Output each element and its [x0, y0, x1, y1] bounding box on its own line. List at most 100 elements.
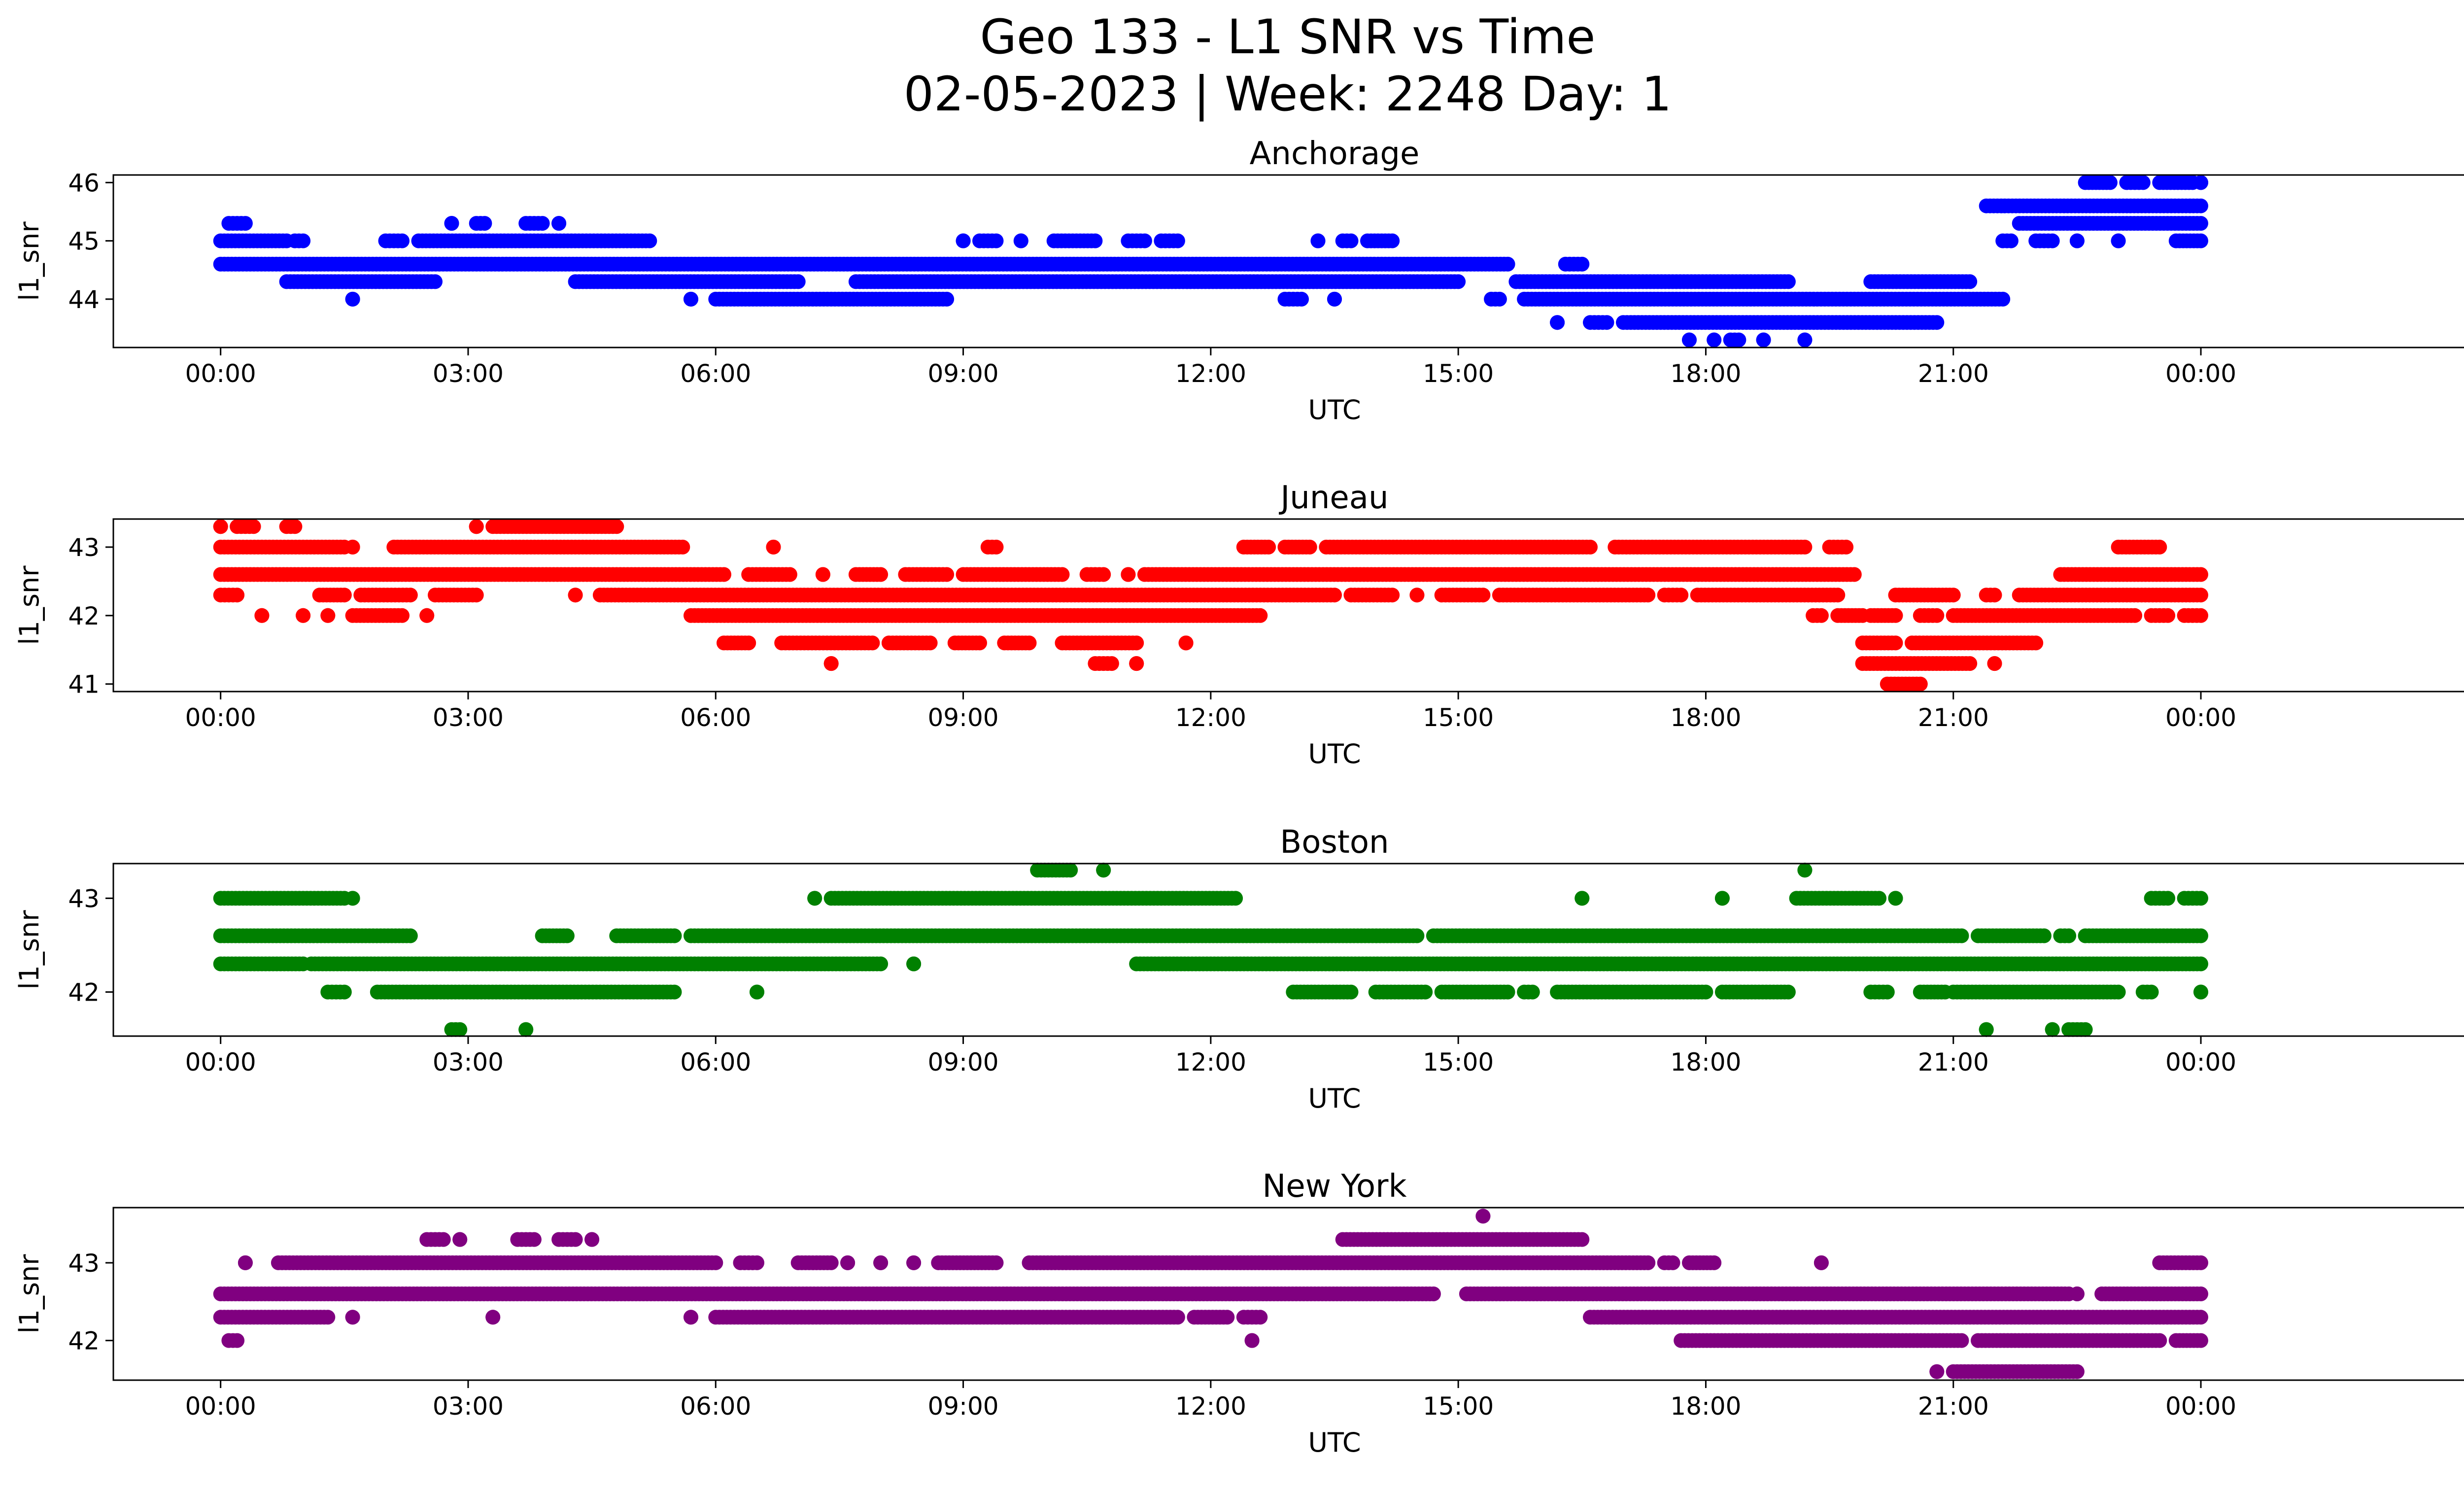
data-point — [1129, 635, 1144, 651]
data-point — [2036, 928, 2052, 943]
data-point — [667, 928, 682, 943]
data-point — [1839, 539, 1854, 555]
data-point — [1055, 567, 1070, 582]
data-point — [296, 608, 311, 623]
data-point — [477, 216, 492, 231]
data-point — [2069, 1286, 2085, 1301]
data-point — [469, 588, 484, 603]
y-tick-label: 45 — [68, 227, 100, 256]
x-tick-label: 06:00 — [680, 1048, 751, 1077]
data-point — [750, 984, 764, 1000]
data-point — [1797, 332, 1813, 348]
data-point — [559, 928, 575, 943]
subplot-title: Juneau — [1278, 480, 1388, 516]
subplot-title: Anchorage — [1250, 136, 1420, 172]
data-point — [403, 588, 418, 603]
data-point — [246, 519, 261, 534]
x-tick-label: 09:00 — [928, 703, 999, 732]
data-point — [1327, 588, 1342, 603]
data-point — [1385, 588, 1400, 603]
y-tick-label: 42 — [68, 602, 100, 630]
data-point — [2160, 891, 2176, 906]
x-tick-label: 09:00 — [928, 1048, 999, 1077]
data-point — [2193, 588, 2208, 603]
data-point — [1987, 588, 2002, 603]
data-point — [766, 539, 781, 555]
x-tick-label: 09:00 — [928, 359, 999, 388]
data-point — [2078, 1022, 2093, 1037]
data-point — [741, 635, 756, 651]
data-point — [1830, 588, 1846, 603]
data-point — [1137, 233, 1152, 248]
data-point — [873, 567, 889, 582]
x-tick-label: 18:00 — [1670, 703, 1741, 732]
data-point — [1253, 608, 1268, 623]
data-point — [1121, 567, 1136, 582]
figure-title-line1: Geo 133 - L1 SNR vs Time — [980, 9, 1596, 65]
x-tick-label: 00:00 — [2165, 359, 2236, 388]
data-point — [2045, 1022, 2060, 1037]
x-axis-label: UTC — [1308, 1083, 1361, 1114]
data-point — [452, 1022, 468, 1037]
x-tick-label: 15:00 — [1423, 1048, 1494, 1077]
data-point — [1228, 891, 1243, 906]
data-point — [1475, 588, 1491, 603]
data-point — [1682, 332, 1697, 348]
x-tick-label: 12:00 — [1175, 359, 1246, 388]
y-tick-label: 41 — [68, 670, 100, 699]
data-point — [395, 233, 410, 248]
data-point — [1409, 588, 1425, 603]
data-point — [1962, 274, 1978, 289]
x-tick-label: 18:00 — [1670, 359, 1741, 388]
data-point — [2111, 233, 2126, 248]
data-point — [1599, 315, 1614, 330]
y-tick-label: 44 — [68, 285, 100, 314]
data-point — [1096, 863, 1111, 878]
data-point — [238, 216, 253, 231]
data-point — [1129, 656, 1144, 671]
x-tick-label: 15:00 — [1423, 359, 1494, 388]
data-point — [1888, 635, 1903, 651]
data-point — [1698, 984, 1713, 1000]
data-point — [1797, 863, 1813, 878]
data-point — [2193, 956, 2208, 972]
data-point — [1731, 332, 1746, 348]
x-tick-label: 21:00 — [1918, 359, 1989, 388]
y-axis-label: l1_snr — [14, 910, 45, 990]
x-tick-label: 00:00 — [2165, 1048, 2236, 1077]
data-point — [2193, 928, 2208, 943]
y-axis-label: l1_snr — [14, 565, 45, 645]
subplot-title: Boston — [1280, 824, 1389, 861]
data-point — [2028, 635, 2044, 651]
data-point — [2144, 984, 2159, 1000]
data-point — [1310, 233, 1326, 248]
y-tick-label: 42 — [68, 978, 100, 1007]
x-tick-label: 00:00 — [185, 359, 256, 388]
data-point — [865, 635, 880, 651]
data-point — [1674, 588, 1689, 603]
data-point — [1888, 608, 1903, 623]
data-point — [1913, 676, 1928, 692]
data-point — [469, 519, 484, 534]
data-point — [667, 984, 682, 1000]
data-point — [254, 608, 270, 623]
data-point — [395, 608, 410, 623]
data-point — [1574, 256, 1590, 272]
data-point — [2102, 175, 2118, 190]
data-point — [287, 519, 303, 534]
data-point — [956, 233, 971, 248]
data-point — [1451, 274, 1466, 289]
data-point — [1418, 984, 1433, 1000]
data-point — [2069, 233, 2085, 248]
data-point — [1096, 567, 1111, 582]
data-point — [906, 956, 922, 972]
data-point — [972, 635, 987, 651]
data-point — [782, 567, 797, 582]
x-axis-label: UTC — [1308, 738, 1361, 769]
x-axis-label: UTC — [1308, 394, 1361, 425]
data-point — [1979, 1022, 1994, 1037]
data-point — [2193, 216, 2208, 231]
data-point — [296, 233, 311, 248]
data-point — [2045, 233, 2060, 248]
